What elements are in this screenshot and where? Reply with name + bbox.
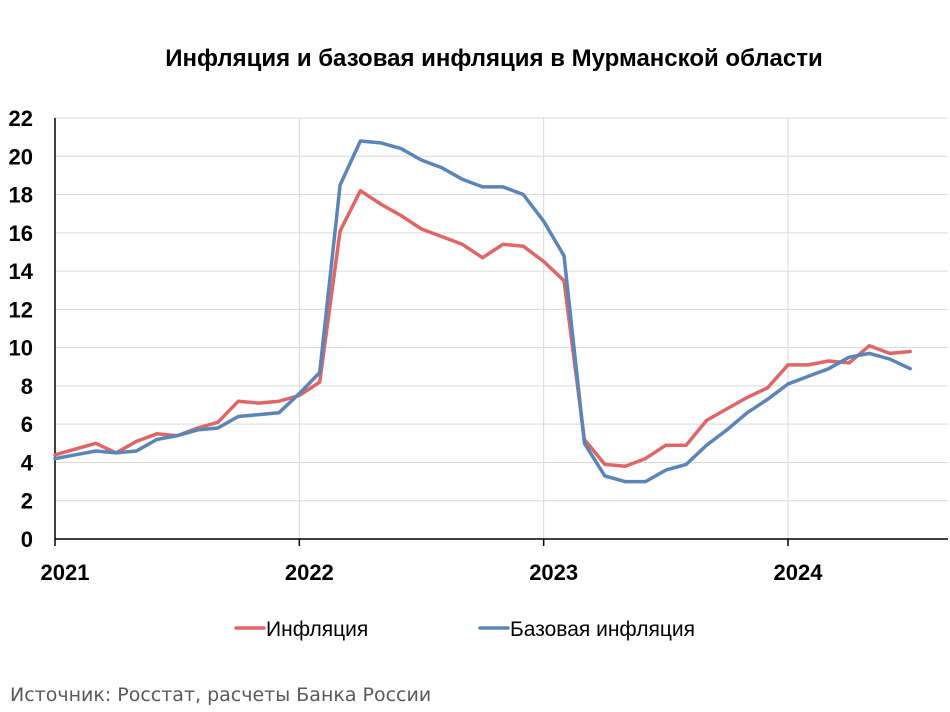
- series-lines: [53, 139, 912, 484]
- source-note: Источник: Росстат, расчеты Банка России: [10, 684, 432, 706]
- y-tick-label: 12: [9, 297, 33, 322]
- y-tick-label: 22: [9, 106, 33, 131]
- y-axis-ticks: 0 2 4 6 8 10 12 14 16 18 20 22: [9, 106, 34, 552]
- legend: Инфляция Базовая инфляция: [234, 618, 695, 641]
- y-tick-label: 10: [9, 336, 33, 361]
- x-tick-label: 2022: [285, 560, 334, 585]
- y-tick-label: 2: [21, 489, 33, 514]
- y-tick-label: 14: [9, 259, 34, 284]
- x-tick-label: 2021: [41, 560, 90, 585]
- y-tick-label: 20: [9, 144, 33, 169]
- legend-label: Базовая инфляция: [510, 618, 695, 641]
- legend-label: Инфляция: [266, 618, 368, 641]
- chart-title: Инфляция и базовая инфляция в Мурманской…: [165, 45, 823, 72]
- x-tick-label: 2023: [529, 560, 578, 585]
- y-tick-label: 6: [21, 412, 33, 437]
- y-tick-label: 16: [9, 221, 33, 246]
- x-tick-label: 2024: [774, 560, 824, 585]
- y-tick-label: 18: [9, 183, 33, 208]
- x-axis-ticks: 2021 2022 2023 2024: [41, 560, 824, 585]
- grid: [54, 117, 948, 546]
- series-line-inflation: [53, 188, 912, 469]
- y-tick-label: 0: [21, 527, 33, 552]
- y-tick-label: 4: [21, 450, 34, 475]
- y-tick-label: 8: [21, 374, 33, 399]
- series-line-core-inflation: [53, 139, 912, 484]
